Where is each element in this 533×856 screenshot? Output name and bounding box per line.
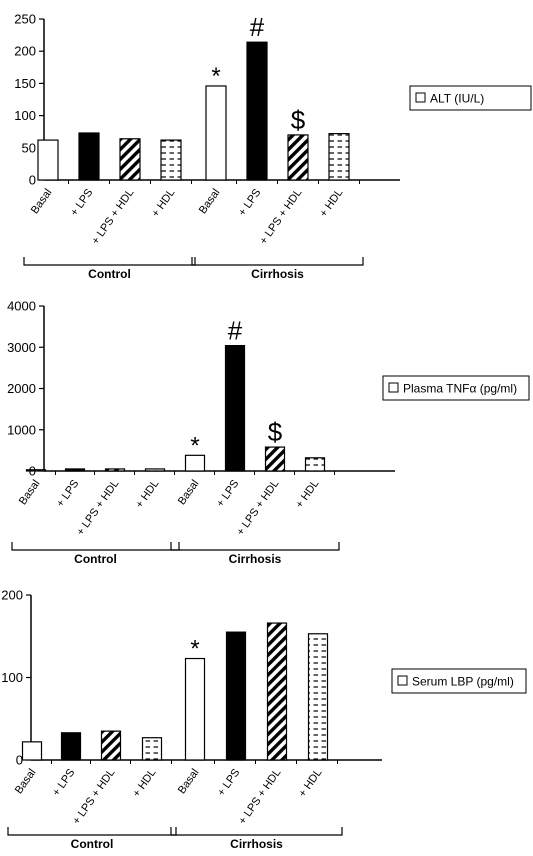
y-tick-label: 1000	[7, 422, 36, 437]
bar	[25, 469, 47, 472]
group-bracket	[191, 257, 364, 266]
bar	[104, 468, 126, 472]
bar	[225, 631, 247, 761]
category-label: + HDL	[134, 478, 162, 511]
y-tick-label: 4000	[7, 299, 36, 314]
category-label: Basal	[29, 187, 55, 216]
bar	[64, 468, 86, 472]
bar	[100, 730, 122, 761]
category-label: + LPS	[214, 478, 241, 510]
y-tick-label: 2000	[7, 381, 36, 396]
group-bracket	[170, 827, 343, 836]
bar	[141, 737, 163, 761]
category-label: + LPS + HDL	[236, 767, 283, 827]
significance-mark: $	[268, 417, 283, 447]
group-label: Cirrhosis	[229, 552, 282, 566]
y-tick-label: 3000	[7, 340, 36, 355]
y-tick-label: 200	[14, 44, 36, 59]
category-label: + LPS + HDL	[257, 187, 304, 247]
category-label: + LPS	[215, 767, 242, 799]
category-label: + LPS + HDL	[70, 767, 117, 827]
y-tick-label: 200	[1, 588, 23, 603]
legend-box	[382, 375, 530, 401]
bar	[287, 134, 309, 181]
bar	[160, 139, 182, 181]
group-bracket	[170, 542, 340, 551]
bar	[184, 657, 206, 761]
group-label: Control	[74, 552, 117, 566]
legend-label: ALT (IU/L)	[430, 92, 484, 106]
legend-label: Plasma TNFα (pg/ml)	[403, 382, 517, 396]
category-label: + LPS	[54, 478, 81, 510]
category-label: + HDL	[150, 187, 178, 220]
y-tick-label: 0	[29, 173, 36, 188]
significance-mark: #	[228, 316, 243, 346]
bar	[119, 138, 141, 181]
category-label: + LPS + HDL	[234, 478, 281, 538]
category-label: + LPS	[236, 187, 263, 219]
category-label: Basal	[13, 767, 39, 796]
significance-mark: *	[211, 63, 220, 90]
category-label: Basal	[176, 478, 202, 507]
legend-swatch	[415, 92, 426, 103]
bar	[264, 446, 286, 472]
bar	[205, 85, 227, 181]
bar	[266, 622, 288, 761]
bar	[60, 732, 82, 761]
bar	[37, 139, 59, 181]
group-label: Control	[71, 837, 114, 851]
bar	[21, 741, 43, 761]
significance-mark: *	[190, 432, 199, 459]
significance-mark: *	[190, 636, 199, 663]
group-bracket	[11, 542, 180, 551]
bar	[304, 457, 326, 472]
legend-swatch	[388, 382, 399, 393]
legend-box	[409, 85, 532, 111]
significance-mark: $	[291, 105, 306, 135]
category-label: Basal	[176, 767, 202, 796]
group-label: Cirrhosis	[230, 837, 283, 851]
legend-box	[391, 668, 527, 694]
category-label: + HDL	[131, 767, 159, 800]
y-tick-label: 100	[1, 670, 23, 685]
bar	[144, 468, 166, 472]
category-label: + HDL	[294, 478, 322, 511]
category-label: + LPS	[68, 187, 95, 219]
bar	[307, 633, 329, 761]
legend-label: Serum LBP (pg/ml)	[412, 675, 514, 689]
group-label: Cirrhosis	[251, 267, 304, 281]
category-label: + LPS + HDL	[74, 478, 121, 538]
category-label: Basal	[17, 478, 43, 507]
chart-2: 01000200030004000Basal+ LPS+ LPS + HDL+ …	[7, 299, 530, 566]
y-tick-label: 250	[14, 12, 36, 27]
legend-swatch	[397, 675, 408, 686]
y-tick-label: 150	[14, 76, 36, 91]
category-label: + HDL	[318, 187, 346, 220]
bar	[184, 454, 206, 472]
bar	[328, 133, 350, 181]
group-bracket	[7, 827, 177, 836]
group-label: Control	[88, 267, 131, 281]
y-tick-label: 0	[16, 753, 23, 768]
bar	[224, 345, 246, 472]
bar	[78, 132, 100, 181]
category-label: Basal	[197, 187, 223, 216]
significance-mark: #	[250, 12, 265, 42]
y-tick-label: 50	[22, 140, 36, 155]
category-label: + HDL	[297, 767, 325, 800]
category-label: + LPS + HDL	[89, 187, 136, 247]
group-bracket	[23, 257, 196, 266]
category-label: + LPS	[50, 767, 77, 799]
bar	[246, 41, 268, 181]
y-tick-label: 100	[14, 108, 36, 123]
